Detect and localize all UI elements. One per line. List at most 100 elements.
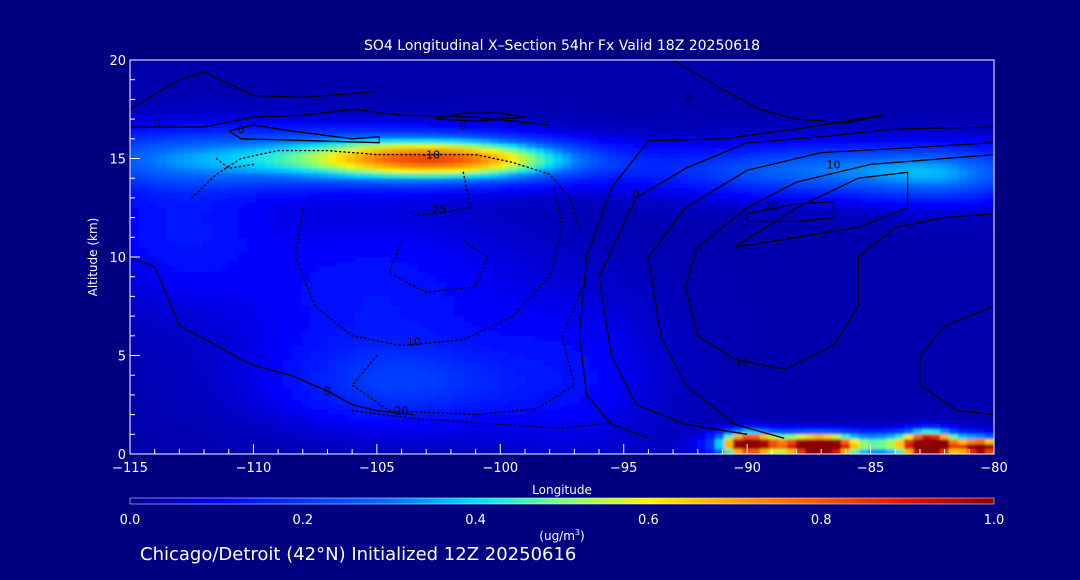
- heat-cell: [220, 306, 230, 312]
- heat-cell: [760, 124, 770, 130]
- heat-cell: [319, 227, 329, 233]
- heat-cell: [985, 94, 994, 100]
- heat-cell: [427, 286, 437, 293]
- heat-cell: [445, 291, 455, 297]
- heat-cell: [715, 64, 725, 71]
- heat-cell: [418, 60, 428, 66]
- heat-cell: [400, 99, 410, 105]
- heat-cell: [886, 217, 896, 224]
- heat-cell: [751, 79, 761, 86]
- heat-cell: [778, 99, 788, 105]
- heat-cell: [832, 84, 842, 91]
- heat-cell: [445, 168, 455, 174]
- heat-cell: [337, 183, 347, 189]
- heat-cell: [328, 202, 338, 209]
- heat-cell: [661, 266, 671, 273]
- heat-cell: [571, 296, 581, 302]
- heat-cell: [778, 247, 788, 253]
- heat-cell: [265, 266, 275, 273]
- heat-cell: [985, 60, 994, 66]
- heat-cell: [283, 89, 293, 96]
- heat-cell: [742, 60, 752, 66]
- heat-cell: [274, 79, 284, 86]
- heat-cell: [922, 133, 932, 140]
- heat-cell: [265, 202, 275, 209]
- heat-cell: [328, 124, 338, 130]
- heat-cell: [715, 266, 725, 273]
- heat-cell: [130, 148, 140, 155]
- heat-cell: [364, 104, 374, 110]
- heat-cell: [544, 148, 554, 155]
- heat-cell: [787, 192, 797, 199]
- heat-cell: [679, 124, 689, 130]
- heat-cell: [868, 158, 878, 165]
- heat-cell: [643, 301, 653, 307]
- heat-cell: [670, 271, 680, 278]
- heat-cell: [310, 207, 320, 214]
- heat-cell: [625, 143, 635, 150]
- heat-cell: [580, 227, 590, 233]
- heat-cell: [823, 202, 833, 209]
- heat-cell: [544, 242, 554, 248]
- heat-cell: [643, 232, 653, 238]
- heat-cell: [238, 252, 248, 258]
- heat-cell: [535, 232, 545, 238]
- heat-cell: [580, 266, 590, 273]
- heat-cell: [499, 281, 509, 288]
- heat-cell: [202, 148, 212, 155]
- heat-cell: [220, 133, 230, 140]
- heat-cell: [202, 271, 212, 278]
- heat-cell: [841, 281, 851, 288]
- heat-cell: [895, 257, 905, 263]
- heat-cell: [553, 207, 563, 214]
- heat-cell: [643, 192, 653, 199]
- heat-cell: [499, 188, 509, 194]
- heat-cell: [391, 173, 401, 179]
- heat-cell: [526, 94, 536, 100]
- heat-cell: [742, 153, 752, 160]
- heat-cell: [193, 168, 203, 174]
- heat-cell: [409, 183, 419, 189]
- heat-cell: [418, 202, 428, 209]
- heat-cell: [346, 217, 356, 224]
- heat-cell: [472, 237, 482, 243]
- heat-cell: [184, 261, 194, 268]
- heat-cell: [688, 79, 698, 86]
- heat-cell: [598, 192, 608, 199]
- heat-cell: [373, 74, 383, 81]
- heat-cell: [472, 266, 482, 273]
- heat-cell: [913, 148, 923, 155]
- heat-cell: [292, 99, 302, 105]
- heat-cell: [400, 89, 410, 96]
- heat-cell: [697, 178, 707, 184]
- heat-cell: [751, 94, 761, 100]
- heat-cell: [283, 222, 293, 229]
- heat-cell: [580, 79, 590, 86]
- heat-cell: [328, 222, 338, 229]
- heat-cell: [670, 124, 680, 130]
- heat-cell: [508, 124, 518, 130]
- heat-cell: [895, 271, 905, 278]
- heat-cell: [346, 232, 356, 238]
- heat-cell: [301, 252, 311, 258]
- heat-cell: [688, 128, 698, 135]
- heat-cell: [553, 109, 563, 115]
- heat-cell: [256, 227, 266, 233]
- heat-cell: [508, 271, 518, 278]
- heat-cell: [742, 311, 752, 317]
- heat-cell: [724, 128, 734, 135]
- heat-cell: [256, 217, 266, 224]
- heat-cell: [427, 222, 437, 229]
- heat-cell: [706, 124, 716, 130]
- heat-cell: [391, 94, 401, 100]
- heat-cell: [283, 252, 293, 258]
- heat-cell: [535, 197, 545, 204]
- heat-cell: [985, 311, 994, 317]
- heat-cell: [976, 173, 986, 179]
- heat-cell: [391, 261, 401, 268]
- heat-cell: [679, 89, 689, 96]
- heat-cell: [283, 207, 293, 214]
- heat-cell: [634, 104, 644, 110]
- heat-cell: [652, 79, 662, 86]
- heat-cell: [652, 178, 662, 184]
